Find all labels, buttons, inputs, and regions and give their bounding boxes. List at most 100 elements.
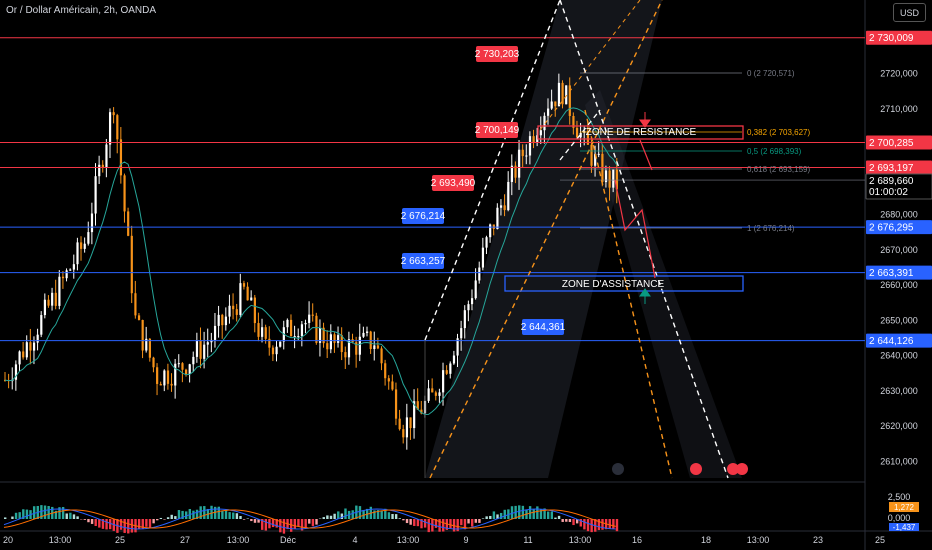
fib-level-label: 0,382 (2 703,627) bbox=[747, 128, 810, 137]
candle-body bbox=[366, 331, 369, 333]
level-price-tag bbox=[866, 30, 932, 45]
histogram-bar bbox=[156, 519, 159, 521]
histogram-bar bbox=[572, 519, 575, 526]
candle-body bbox=[232, 305, 235, 310]
candle-body bbox=[394, 389, 398, 419]
histogram-bar bbox=[185, 511, 188, 519]
candle-body bbox=[228, 305, 231, 317]
histogram-bar bbox=[257, 519, 260, 523]
histogram-bar bbox=[308, 519, 311, 524]
histogram-bar bbox=[54, 510, 58, 519]
candle-body bbox=[355, 342, 358, 355]
candle-body bbox=[40, 315, 43, 335]
histogram-bar bbox=[213, 506, 217, 519]
price-callout-label: 2 700,149 bbox=[475, 125, 520, 136]
histogram-bar bbox=[539, 509, 543, 519]
candle-body bbox=[275, 346, 278, 355]
histogram-bar bbox=[261, 519, 264, 530]
currency-button[interactable]: USD bbox=[893, 3, 926, 22]
candle-body bbox=[239, 283, 242, 315]
candle-body bbox=[83, 243, 86, 249]
indicator-badge bbox=[889, 523, 919, 531]
candle-body bbox=[387, 378, 390, 382]
level-price-tag bbox=[866, 333, 932, 348]
indicator-badge-label: 1,272 bbox=[894, 503, 915, 512]
candle-body bbox=[604, 170, 608, 183]
countdown-label: 01:00:02 bbox=[869, 187, 908, 198]
histogram-bar bbox=[174, 516, 177, 519]
histogram-bar bbox=[373, 510, 376, 519]
candle-body bbox=[434, 392, 437, 396]
candle-body bbox=[532, 136, 535, 143]
histogram-bar bbox=[235, 513, 239, 519]
histogram-bar bbox=[148, 519, 152, 528]
price-callout-box bbox=[402, 208, 444, 224]
histogram-bar bbox=[503, 509, 506, 519]
candle-body bbox=[47, 299, 50, 306]
price-callout-label: 2 644,361 bbox=[521, 322, 566, 333]
histogram-bar bbox=[463, 519, 467, 530]
candle-body bbox=[192, 356, 195, 365]
price-callout-box bbox=[476, 46, 518, 62]
falling-top-short bbox=[559, 109, 601, 161]
histogram-bar bbox=[565, 519, 568, 522]
candle-body bbox=[145, 338, 148, 351]
histogram-bar bbox=[253, 519, 257, 523]
candle-body bbox=[286, 319, 289, 328]
candle-body bbox=[329, 334, 332, 350]
candle-body bbox=[170, 383, 173, 386]
current-price-label: 2 689,660 bbox=[869, 176, 914, 187]
candle-body bbox=[539, 130, 542, 136]
time-axis-tick: 13:00 bbox=[397, 535, 420, 545]
candle-body bbox=[123, 175, 126, 212]
histogram-bar bbox=[532, 509, 535, 519]
histogram-bar bbox=[101, 519, 105, 529]
candle-body bbox=[315, 315, 318, 343]
histogram-bar bbox=[420, 519, 423, 529]
candle-body bbox=[322, 327, 325, 344]
price-callout-label: 2 676,214 bbox=[401, 211, 446, 222]
histogram-bar bbox=[210, 505, 213, 519]
candle-body bbox=[485, 237, 488, 248]
histogram-bar bbox=[416, 519, 420, 527]
candle-body bbox=[547, 108, 550, 116]
histogram-bar bbox=[344, 508, 347, 519]
candle-body bbox=[94, 176, 97, 214]
histogram-bar bbox=[130, 519, 134, 533]
histogram-bar bbox=[528, 506, 532, 519]
time-axis-tick: 25 bbox=[115, 535, 125, 545]
candle-body bbox=[594, 153, 597, 166]
histogram-bar bbox=[518, 505, 521, 519]
falling-top-line bbox=[559, 0, 729, 479]
channel-top-line bbox=[424, 0, 561, 341]
histogram-bar bbox=[203, 506, 206, 519]
histogram-bar bbox=[159, 517, 163, 519]
candle-body bbox=[507, 181, 510, 211]
candle-body bbox=[597, 153, 600, 155]
candle-body bbox=[61, 276, 65, 279]
candle-body bbox=[80, 242, 83, 249]
histogram-bar bbox=[177, 510, 181, 519]
projection-path bbox=[614, 179, 656, 279]
histogram-bar bbox=[271, 519, 275, 528]
candle-body bbox=[333, 334, 336, 343]
histogram-bar bbox=[242, 519, 246, 520]
fib-level-label: 1 (2 676,214) bbox=[747, 224, 795, 233]
histogram-bar bbox=[289, 519, 293, 532]
level-price-label: 2 693,197 bbox=[869, 163, 914, 174]
histogram-bar bbox=[239, 516, 242, 519]
histogram-bar bbox=[322, 517, 325, 519]
candle-body bbox=[528, 136, 532, 156]
histogram-bar bbox=[543, 508, 546, 519]
candle-body bbox=[159, 383, 162, 386]
indicator-axis-tick: 2,500 bbox=[888, 492, 911, 502]
histogram-bar bbox=[380, 510, 383, 519]
candle-body bbox=[347, 339, 351, 358]
candle-body bbox=[221, 314, 224, 326]
fib-level-label: 0,618 (2 693,159) bbox=[747, 165, 810, 174]
price-axis-tick: 2680,000 bbox=[880, 210, 918, 220]
resistance-zone-label: ZONE DE RESISTANCE bbox=[586, 127, 697, 138]
candle-body bbox=[297, 336, 300, 338]
histogram-bar bbox=[460, 519, 463, 526]
